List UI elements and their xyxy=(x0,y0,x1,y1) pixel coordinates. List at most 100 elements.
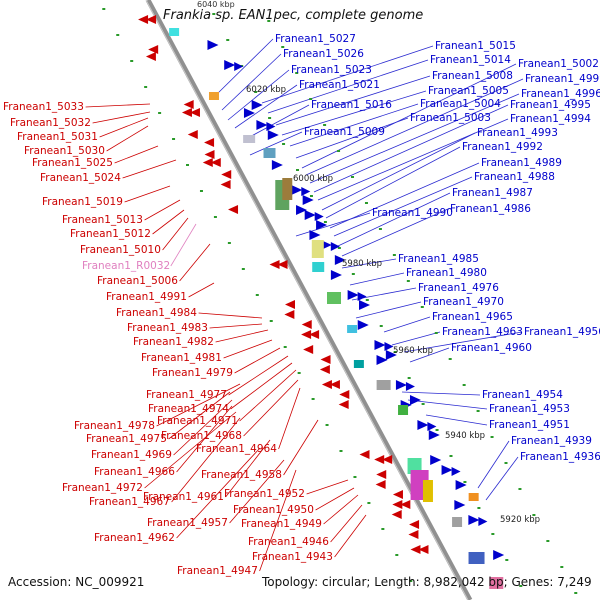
reverse-gene xyxy=(145,52,156,61)
leader-line xyxy=(92,111,151,124)
leader-line xyxy=(309,93,520,184)
gene-label: Franean1_4993 xyxy=(477,127,558,139)
leader-line xyxy=(243,379,299,437)
leader-line xyxy=(221,53,282,111)
reverse-gene xyxy=(338,400,349,409)
gene-label: Franean1_4983 xyxy=(127,322,208,334)
ruler-tick xyxy=(296,169,300,171)
forward-gene xyxy=(357,292,367,301)
leader-line xyxy=(179,243,211,282)
forward-gene xyxy=(478,517,488,526)
ruler-tick xyxy=(407,377,411,379)
gene-label: Franean1_4962 xyxy=(94,532,175,544)
gene-label: Franean1_4982 xyxy=(133,336,214,348)
leader-line xyxy=(215,329,269,343)
leader-line xyxy=(337,192,451,247)
block-feature xyxy=(208,92,219,100)
gene-label: Franean1_5030 xyxy=(24,145,105,157)
forward-gene xyxy=(451,467,461,476)
forward-gene xyxy=(430,455,442,465)
leader-line xyxy=(341,208,449,257)
leader-line xyxy=(209,323,263,329)
reverse-gene xyxy=(329,380,340,389)
reverse-gene xyxy=(375,480,386,489)
leader-line xyxy=(267,59,429,114)
reverse-gene xyxy=(187,130,198,139)
reverse-gene xyxy=(301,320,312,329)
reverse-gene xyxy=(210,158,221,167)
gene-label: Franean1_4999 xyxy=(525,73,600,85)
forward-gene xyxy=(395,380,407,390)
gene-label: Franean1_4996 xyxy=(521,88,600,100)
ruler-tick xyxy=(337,247,341,249)
reverse-gene xyxy=(183,100,194,109)
forward-gene xyxy=(304,210,316,220)
forward-gene xyxy=(234,62,244,71)
block-feature xyxy=(263,148,276,158)
ruler-tick xyxy=(268,117,272,119)
leader-line xyxy=(215,38,274,96)
forward-gene xyxy=(441,465,453,475)
leader-line xyxy=(259,469,297,572)
leader-line xyxy=(227,69,290,121)
reverse-gene xyxy=(146,15,157,24)
reverse-gene xyxy=(189,108,200,117)
leader-line xyxy=(230,362,293,410)
gene-label: Franean1_4960 xyxy=(451,342,532,354)
gene-label: Franean1_4992 xyxy=(462,141,543,153)
ruler-tick xyxy=(364,202,368,204)
leader-line xyxy=(485,456,519,501)
ruler-tick xyxy=(409,580,413,582)
gene-label: Franean1_5019 xyxy=(42,196,123,208)
gene-label: Franean1_4966 xyxy=(94,466,175,478)
gene-label: Franean1_5023 xyxy=(291,64,372,76)
gene-label: Franean1_4957 xyxy=(147,517,228,529)
leader-line xyxy=(229,459,285,524)
gene-label: Franean1_4974 xyxy=(148,403,229,415)
reverse-gene xyxy=(400,500,411,509)
gene-label: Franean1_5005 xyxy=(428,85,509,97)
reverse-gene xyxy=(319,365,330,374)
gene-label: Franean1_5024 xyxy=(40,172,121,184)
block-feature xyxy=(312,262,325,272)
reverse-gene xyxy=(309,330,320,339)
gene-label: Franean1_4950 xyxy=(233,504,314,516)
leader-line xyxy=(106,125,149,152)
gene-label: Franean1_4943 xyxy=(252,551,333,563)
reverse-gene xyxy=(269,260,280,269)
ruler-tick xyxy=(449,455,453,457)
ruler-tick xyxy=(295,72,299,74)
leader-line xyxy=(144,411,237,489)
gene-label: Franean1_5010 xyxy=(80,244,161,256)
gene-label: Franean1_4969 xyxy=(91,449,172,461)
leader-line xyxy=(234,347,281,374)
leader-line xyxy=(409,347,450,363)
ruler-tick xyxy=(491,533,495,535)
gene-label: Franean1_5026 xyxy=(283,48,364,60)
gene-label: Franean1_4947 xyxy=(177,565,258,577)
leader-line xyxy=(278,387,301,450)
ruler-tick xyxy=(212,13,216,15)
forward-gene xyxy=(266,122,276,131)
ruler-tick xyxy=(490,436,494,438)
leader-lines xyxy=(85,38,524,572)
gene-label: Franean1_5013 xyxy=(62,214,143,226)
ruler-tick xyxy=(463,481,467,483)
kbp-mark: 5960 kbp xyxy=(393,346,433,356)
ruler-tick xyxy=(199,190,203,192)
block-feature xyxy=(422,480,433,502)
reverse-gene xyxy=(410,545,421,554)
reverse-gene xyxy=(392,490,403,499)
gene-label: Franean1_4990 xyxy=(372,207,453,219)
leader-line xyxy=(114,145,159,164)
gene-features xyxy=(102,8,578,594)
gene-label: Franean1_5014 xyxy=(430,54,511,66)
forward-gene xyxy=(468,515,480,525)
ruler-tick xyxy=(325,424,329,426)
gene-label: Franean1_5003 xyxy=(410,112,491,124)
forward-gene xyxy=(207,40,219,50)
reverse-gene xyxy=(204,138,215,147)
gene-label: Franean1_5032 xyxy=(10,117,91,129)
reverse-gene xyxy=(418,545,429,554)
